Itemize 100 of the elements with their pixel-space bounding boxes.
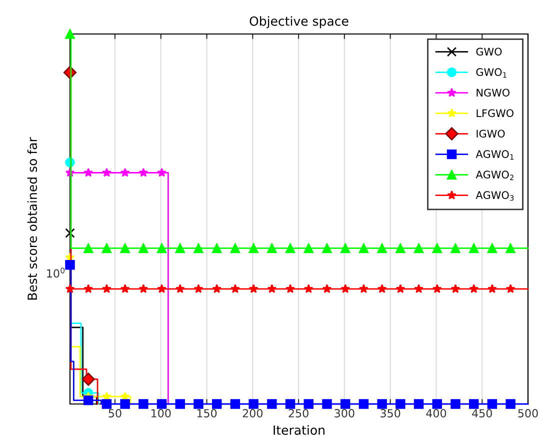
point: [487, 399, 498, 409]
x-axis-title: Iteration: [274, 425, 324, 435]
point: [396, 284, 406, 293]
point: [432, 243, 442, 254]
legend-label: NGWO: [476, 88, 510, 97]
point: [84, 284, 94, 293]
point: [322, 284, 332, 293]
x-tick-label: 300: [334, 409, 354, 418]
point: [138, 284, 148, 293]
point: [432, 284, 442, 293]
point: [248, 399, 258, 409]
point: [84, 168, 94, 177]
point: [65, 284, 75, 293]
x-tick-label: 250: [288, 409, 308, 418]
point: [377, 284, 387, 293]
point: [358, 243, 369, 254]
point: [138, 243, 148, 254]
x-tick-label: 200: [242, 409, 263, 418]
point: [468, 243, 479, 254]
point: [322, 243, 332, 254]
point: [450, 284, 460, 293]
point: [358, 399, 369, 409]
point: [414, 243, 424, 254]
point: [304, 243, 314, 254]
point: [377, 399, 387, 409]
point: [120, 399, 130, 409]
point: [267, 399, 277, 409]
point: [488, 284, 497, 293]
x-tick-label: 50: [108, 409, 122, 418]
point: [450, 243, 460, 254]
point: [157, 168, 166, 177]
point: [212, 243, 222, 254]
x-tick-label: 150: [197, 409, 217, 418]
x-tick-label: 450: [472, 409, 492, 418]
point: [285, 243, 296, 254]
legend-label: GWO$_{1}$: [476, 68, 506, 78]
chart-title: Objective space: [250, 16, 348, 28]
point: [230, 399, 240, 409]
point: [267, 284, 277, 293]
x-tick-label: 400: [426, 409, 446, 418]
legend-label: IGWO: [476, 130, 505, 138]
point: [248, 243, 258, 254]
point: [120, 243, 130, 254]
point: [286, 284, 295, 293]
point: [340, 399, 350, 409]
point: [102, 243, 112, 254]
point: [156, 399, 167, 409]
point: [396, 399, 406, 409]
point: [267, 243, 277, 254]
point: [377, 243, 387, 254]
point: [487, 243, 498, 254]
point: [138, 399, 148, 409]
point: [102, 168, 112, 177]
point: [230, 243, 240, 254]
x-tick-label: 500: [518, 409, 538, 418]
point: [469, 284, 479, 293]
point: [102, 399, 112, 409]
point: [340, 284, 350, 293]
legend-label: LFGWO: [476, 109, 514, 118]
point: [359, 284, 368, 293]
legend-label: AGWO$_{1}$: [476, 150, 514, 160]
legend-label: GWO: [476, 48, 502, 56]
point: [156, 243, 167, 254]
point: [414, 399, 424, 409]
point: [304, 284, 314, 293]
point: [248, 284, 258, 293]
point: [82, 372, 95, 386]
point: [65, 260, 75, 270]
legend-label: AGWO$_{2}$: [476, 170, 514, 180]
point: [175, 243, 185, 254]
point: [194, 284, 204, 293]
point: [194, 399, 204, 409]
point: [138, 168, 148, 177]
legend-label: AGWO$_{3}$: [476, 191, 514, 201]
point: [102, 284, 112, 293]
text: 10$^{0}$: [47, 267, 65, 278]
point: [506, 284, 516, 293]
x-tick-label: 350: [380, 409, 400, 418]
point: [175, 399, 185, 409]
point: [212, 399, 222, 409]
point: [120, 168, 130, 177]
point: [157, 284, 166, 293]
point: [65, 29, 75, 39]
point: [285, 399, 296, 409]
point: [304, 399, 314, 409]
point: [450, 399, 460, 409]
point: [65, 228, 75, 238]
point: [468, 399, 479, 409]
point: [194, 243, 204, 254]
point: [83, 243, 94, 254]
point: [432, 399, 442, 409]
point: [322, 399, 332, 409]
point: [506, 243, 516, 254]
point: [120, 284, 130, 293]
point: [83, 395, 94, 406]
point: [175, 284, 185, 293]
point: [414, 284, 424, 293]
point: [212, 284, 222, 293]
point: [506, 399, 516, 409]
point: [230, 284, 240, 293]
